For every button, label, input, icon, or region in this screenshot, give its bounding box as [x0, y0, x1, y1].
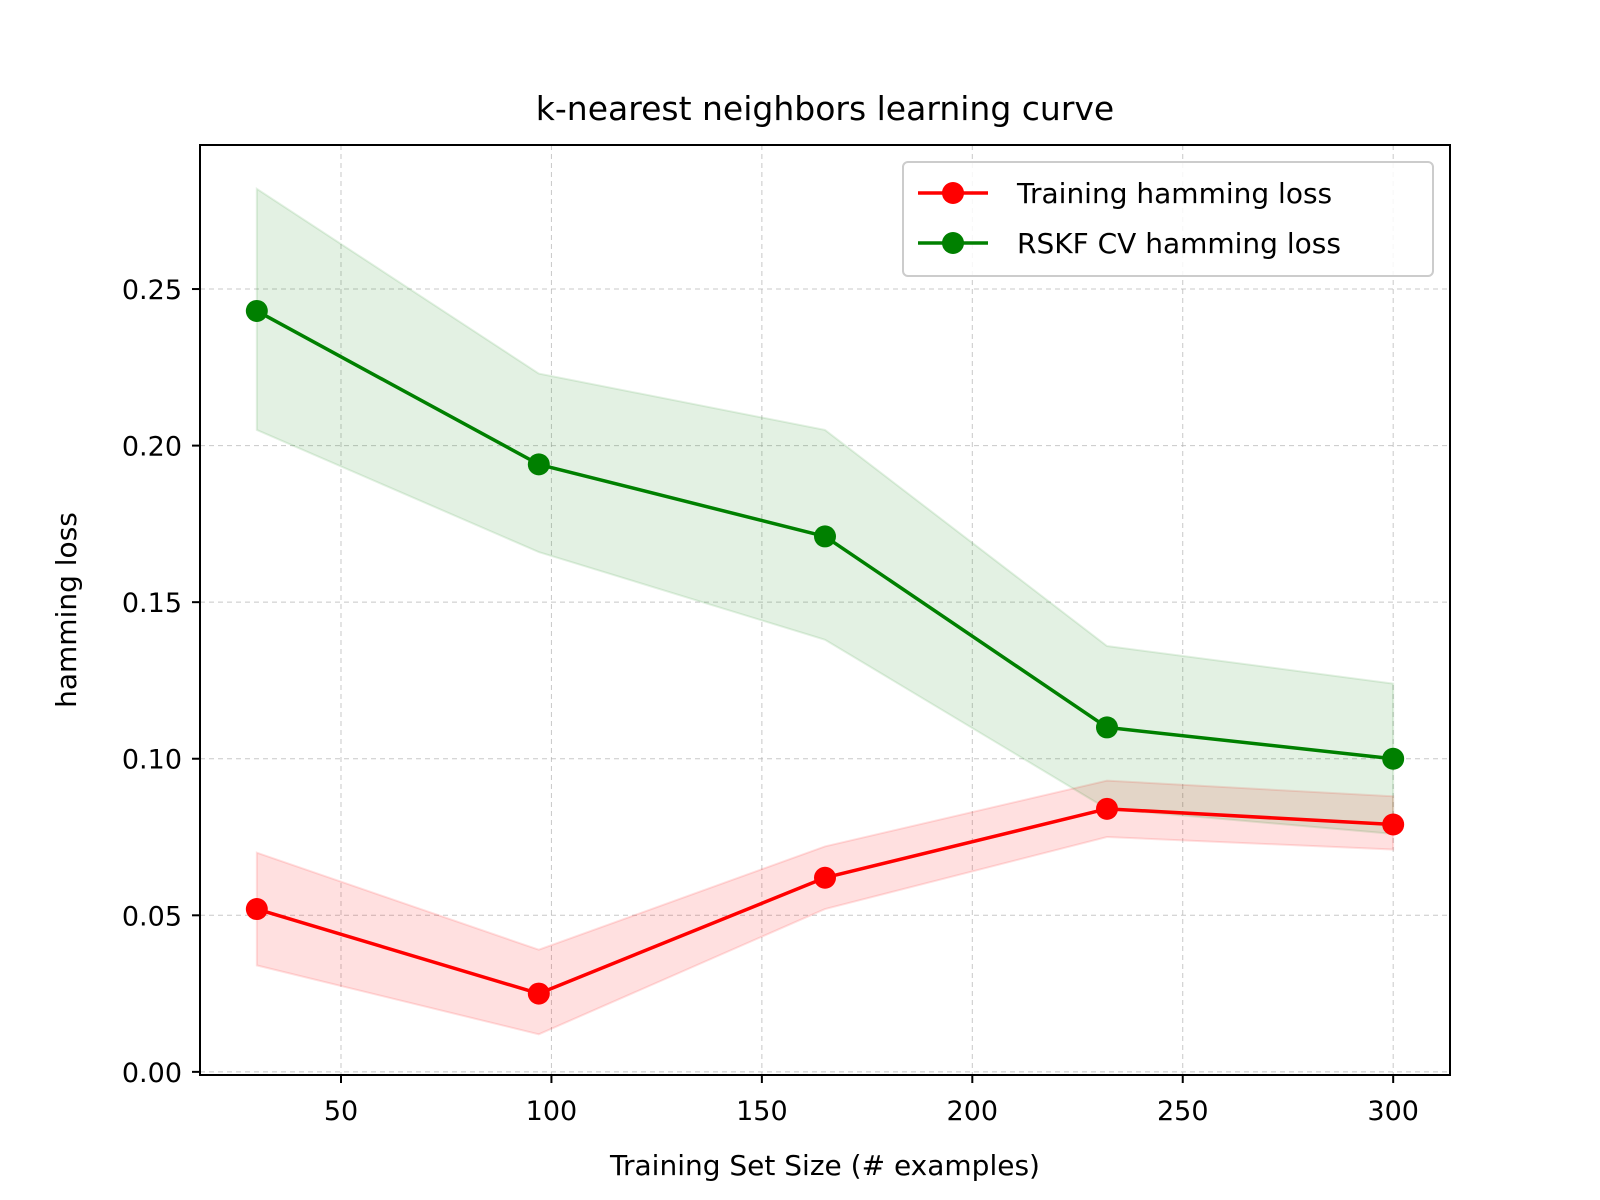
- y-tick-label: 0.00: [122, 1058, 182, 1089]
- legend-label: Training hamming loss: [1016, 177, 1332, 210]
- y-tick-label: 0.10: [122, 745, 182, 776]
- data-point-cv: [1382, 747, 1405, 770]
- y-tick-label: 0.25: [122, 275, 182, 306]
- x-tick-label: 200: [947, 1096, 999, 1127]
- x-tick-label: 150: [736, 1096, 788, 1127]
- legend-entries: Training hamming loss RSKF CV hamming los…: [918, 177, 1341, 260]
- y-tick-label: 0.20: [122, 432, 182, 463]
- legend-box: [902, 161, 1434, 277]
- data-point-training: [527, 982, 550, 1005]
- data-point-cv: [1095, 716, 1118, 739]
- data-point-training: [1382, 813, 1405, 836]
- y-axis-label: hamming loss: [50, 512, 83, 708]
- confidence-band-training: [255, 779, 1395, 1036]
- data-point-cv: [527, 453, 550, 476]
- data-point-training: [245, 898, 268, 921]
- series-markers: [245, 299, 1405, 1005]
- chart-title: k-nearest neighbors learning curve: [536, 89, 1114, 128]
- data-point-training: [1095, 797, 1118, 820]
- grid: [200, 145, 1450, 1075]
- legend-marker: [942, 182, 964, 204]
- y-axis-ticks: 0.00 0.05 0.10 0.15 0.20 0.25: [122, 275, 200, 1089]
- x-axis-ticks: 50 100 150 200 250 300: [324, 1075, 1419, 1127]
- data-point-training: [814, 866, 836, 889]
- data-point-cv: [814, 525, 836, 548]
- legend-marker: [942, 232, 964, 254]
- x-tick-label: 250: [1157, 1096, 1209, 1127]
- legend: Training hamming loss RSKF CV hamming los…: [902, 161, 1434, 277]
- x-axis-label: Training Set Size (# examples): [609, 1149, 1040, 1182]
- x-tick-label: 50: [324, 1096, 358, 1127]
- y-tick-label: 0.05: [122, 901, 182, 932]
- x-tick-label: 300: [1367, 1096, 1419, 1127]
- plot-area-frame: [199, 144, 1451, 1076]
- x-tick-label: 100: [526, 1096, 578, 1127]
- legend-label: RSKF CV hamming loss: [1017, 227, 1341, 260]
- y-tick-label: 0.15: [122, 588, 182, 619]
- data-point-cv: [245, 299, 268, 322]
